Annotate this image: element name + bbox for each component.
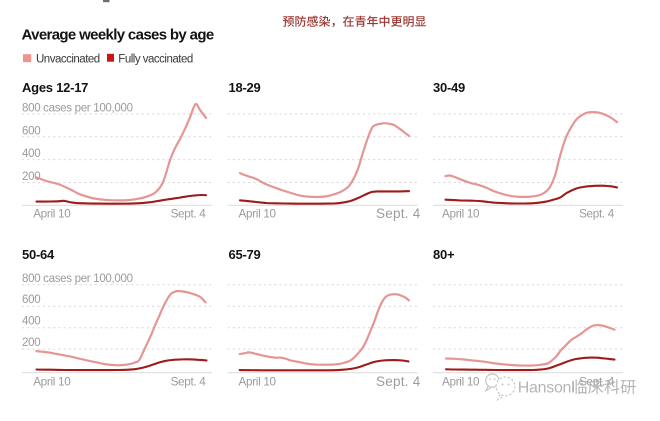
svg-text:80+: 80+ [433,247,455,262]
svg-text:April 10: April 10 [442,376,480,389]
svg-text:April 10: April 10 [33,376,71,389]
svg-text:Sept. 4: Sept. 4 [171,208,207,221]
svg-text:50-64: 50-64 [22,247,55,262]
svg-text:200: 200 [22,171,40,183]
svg-text:65-79: 65-79 [229,247,261,262]
svg-text:800 cases per 100,000: 800 cases per 100,000 [22,103,133,115]
svg-text:April 10: April 10 [239,376,277,389]
svg-text:Sept. 4: Sept. 4 [376,206,421,221]
svg-text:Unvaccinated: Unvaccinated [36,53,100,65]
svg-text:April 10: April 10 [33,208,71,221]
svg-text:600: 600 [22,294,40,306]
svg-text:Ages 12-17: Ages 12-17 [22,80,88,95]
svg-text:30-49: 30-49 [433,80,465,95]
svg-text:200: 200 [22,337,40,349]
svg-text:Sept. 4: Sept. 4 [171,376,207,389]
svg-text:Hansonl: Hansonl [518,380,575,397]
svg-text:Sept. 4: Sept. 4 [376,374,421,389]
svg-text:Fully vaccinated: Fully vaccinated [118,53,193,65]
svg-text:800 cases per 100,000: 800 cases per 100,000 [22,273,133,285]
svg-text:18-29: 18-29 [229,80,261,95]
svg-text:400: 400 [22,148,40,160]
svg-text:600: 600 [22,125,40,137]
svg-text:April 10: April 10 [239,208,277,221]
svg-text:April 10: April 10 [442,208,480,221]
svg-text:Average weekly cases by age: Average weekly cases by age [22,27,214,44]
svg-text:400: 400 [22,316,40,328]
svg-text:Sept. 4: Sept. 4 [579,208,615,221]
